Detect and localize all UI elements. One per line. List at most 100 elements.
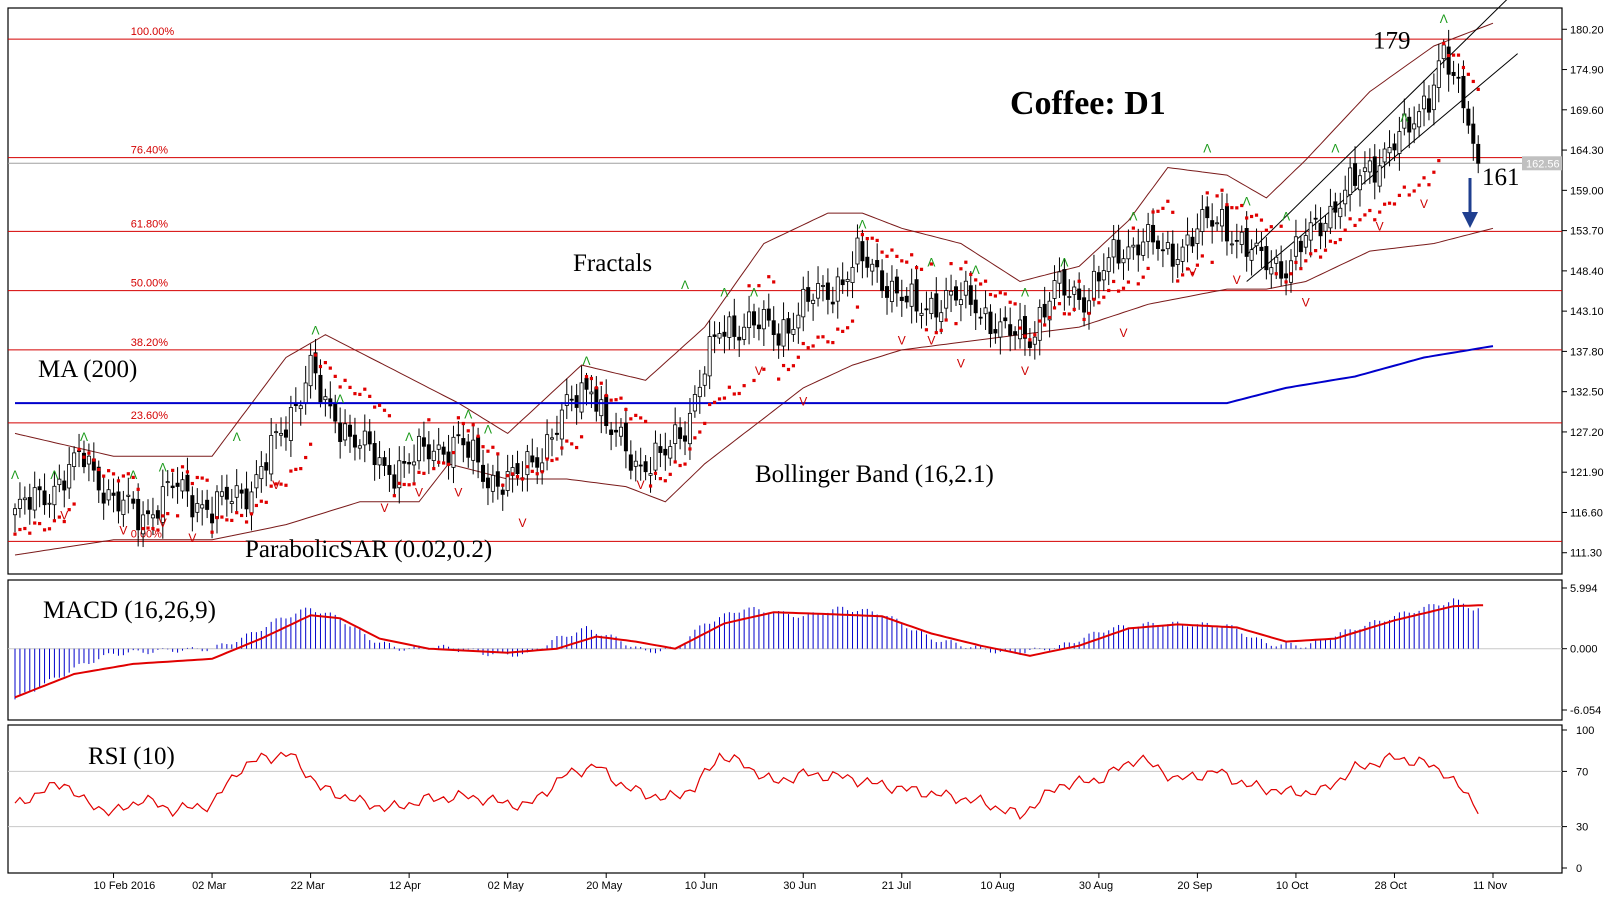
candle-up xyxy=(1067,296,1072,298)
sar-dot xyxy=(358,392,362,397)
sar-dot xyxy=(506,474,510,478)
macd-tick-label: 5.994 xyxy=(1570,583,1598,595)
candle-down xyxy=(786,318,791,334)
price-tick-label: 180.20 xyxy=(1570,24,1604,36)
sar-dot xyxy=(215,516,219,520)
sar-dot xyxy=(466,429,470,433)
sar-dot xyxy=(1304,259,1308,263)
sar-dot xyxy=(481,445,485,449)
price-tick-label: 174.90 xyxy=(1570,65,1604,77)
sar-dot xyxy=(185,470,190,474)
sar-dot xyxy=(338,385,342,389)
candle-down xyxy=(239,489,244,494)
candle-up xyxy=(816,283,821,299)
candle-down xyxy=(1392,143,1397,151)
fractal-up: Λ xyxy=(1021,286,1029,300)
candle-down xyxy=(776,333,781,346)
candle-down xyxy=(131,498,136,504)
candle-down xyxy=(1476,143,1481,164)
sar-dot xyxy=(1043,323,1047,327)
annotation-161: 161 xyxy=(1482,164,1520,191)
sar-dot xyxy=(1338,237,1342,242)
sar-dot xyxy=(427,418,431,422)
sar-dot xyxy=(151,526,155,531)
annotations: 179 161 xyxy=(1373,27,1520,228)
fractal-down: V xyxy=(637,478,645,492)
rsi-tick-label: 30 xyxy=(1576,822,1588,834)
fractal-down: V xyxy=(799,394,807,408)
candle-down xyxy=(1042,303,1047,318)
candle-up xyxy=(32,487,37,511)
sar-dot xyxy=(284,483,288,487)
sar-dot xyxy=(1343,228,1347,232)
date-tick-label: 30 Aug xyxy=(1079,880,1113,892)
candle-down xyxy=(683,435,688,442)
candle-down xyxy=(1426,98,1431,113)
candle-up xyxy=(1180,246,1185,262)
candle-down xyxy=(81,452,86,468)
sar-dot xyxy=(171,468,175,472)
date-tick-label: 20 Sep xyxy=(1177,880,1212,892)
sar-dot xyxy=(555,457,559,461)
sar-dot xyxy=(254,503,259,508)
candle-down xyxy=(495,471,500,487)
sar-dot xyxy=(259,499,263,503)
candle-down xyxy=(1210,220,1215,227)
candle-down xyxy=(574,395,579,408)
sar-dot xyxy=(501,483,505,487)
sar-dot xyxy=(811,344,815,348)
candle-up xyxy=(1436,60,1441,88)
sar-dot xyxy=(629,417,633,421)
ma-label: MA (200) xyxy=(38,356,137,383)
candle-down xyxy=(387,465,392,475)
sar-dot xyxy=(712,400,717,404)
candle-down xyxy=(481,464,486,482)
fractal-up: Λ xyxy=(405,430,413,444)
sar-dot xyxy=(407,483,411,487)
sar-dot xyxy=(1210,260,1214,264)
sar-dot xyxy=(1279,224,1283,228)
candle-down xyxy=(638,464,643,467)
sar-dot xyxy=(1392,202,1397,206)
sar-dot xyxy=(1387,201,1392,205)
sar-dot xyxy=(161,514,165,518)
sar-dot xyxy=(821,335,825,339)
candle-up xyxy=(742,326,747,340)
fractal-up: Λ xyxy=(1282,210,1290,224)
sar-dot xyxy=(703,421,707,426)
candle-up xyxy=(1215,222,1220,225)
candle-up xyxy=(939,312,944,322)
candle-up xyxy=(1032,336,1037,345)
candle-up xyxy=(1165,242,1170,250)
candle-up xyxy=(919,312,924,316)
sar-dot xyxy=(1116,289,1121,293)
candle-down xyxy=(1353,163,1358,186)
sar-dot xyxy=(673,460,677,464)
sar-dot xyxy=(33,521,37,525)
sar-dot xyxy=(353,392,357,396)
rsi-label: RSI (10) xyxy=(88,743,175,770)
fractal-down: V xyxy=(272,478,280,492)
sar-dot xyxy=(72,502,76,506)
sar-dot xyxy=(87,451,91,455)
sar-dot xyxy=(525,465,529,469)
sar-dot xyxy=(1378,210,1382,214)
sar-dot xyxy=(722,396,727,400)
sar-dot xyxy=(1397,193,1401,197)
fractal-down: V xyxy=(1376,220,1384,234)
sar-dot xyxy=(422,471,426,475)
fractal-up: Λ xyxy=(1203,141,1211,155)
candle-down xyxy=(515,463,520,475)
candle-down xyxy=(338,422,343,442)
candle-down xyxy=(885,286,890,298)
candle-down xyxy=(1284,273,1289,279)
candle-down xyxy=(1205,206,1210,219)
date-tick-label: 11 Nov xyxy=(1473,880,1508,892)
candle-up xyxy=(525,451,530,476)
sar-dot xyxy=(1471,79,1475,84)
candle-up xyxy=(343,423,348,441)
price-tick-label: 111.30 xyxy=(1570,548,1602,560)
sar-dot xyxy=(461,421,465,426)
candle-up xyxy=(200,504,205,509)
